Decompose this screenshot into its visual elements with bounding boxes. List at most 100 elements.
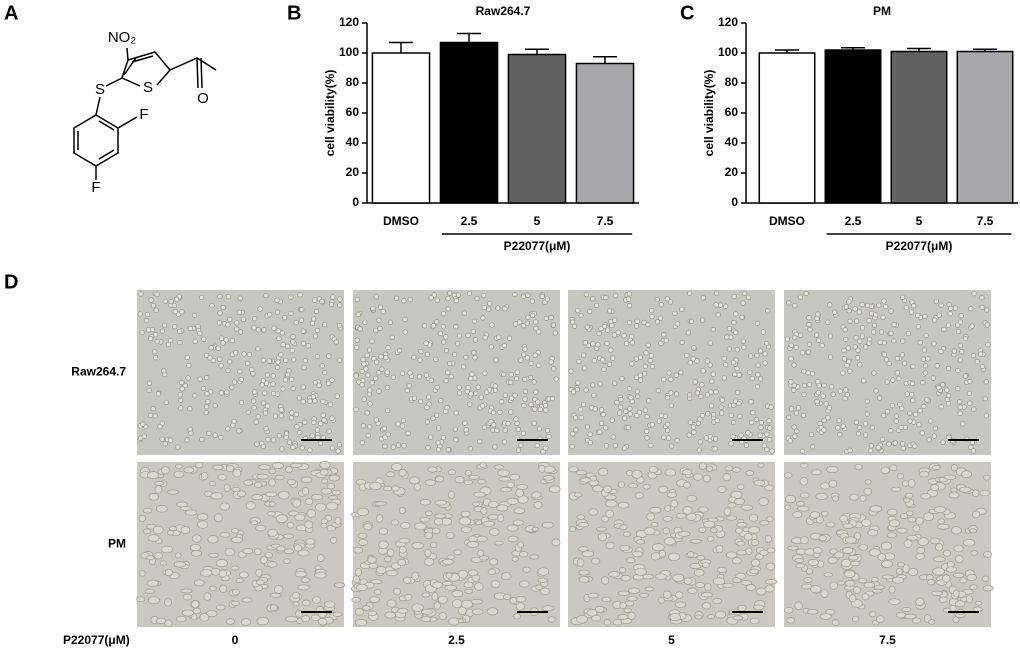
bar	[439, 41, 499, 204]
cell	[856, 309, 863, 315]
cell	[936, 384, 942, 391]
cell	[420, 616, 432, 622]
cell	[766, 516, 774, 522]
cell	[721, 355, 727, 362]
cell	[515, 447, 522, 453]
cell	[862, 432, 869, 438]
cell	[261, 390, 268, 396]
cell	[369, 481, 382, 491]
cell	[735, 527, 743, 534]
cell	[457, 569, 468, 579]
cell	[827, 333, 834, 339]
atom-label: O	[197, 90, 209, 107]
cell	[596, 330, 602, 337]
cell	[191, 534, 202, 543]
cell	[857, 338, 863, 344]
cell	[699, 413, 706, 419]
column-label: 5	[668, 633, 675, 647]
cell	[326, 483, 336, 490]
cell	[591, 358, 597, 364]
x-tick-label: DMSO	[769, 214, 805, 228]
cell	[907, 418, 913, 424]
cell	[260, 357, 267, 363]
cell	[237, 369, 243, 375]
cell	[173, 296, 180, 302]
cell	[917, 340, 923, 346]
cell	[252, 316, 258, 322]
cell	[492, 444, 498, 450]
cell	[539, 587, 551, 596]
cell	[881, 351, 888, 357]
cell	[506, 497, 519, 505]
cell	[326, 428, 332, 434]
atom-label: F	[91, 179, 100, 196]
cell	[788, 356, 794, 362]
cell	[649, 421, 655, 428]
cell	[551, 538, 561, 547]
cell	[612, 292, 619, 299]
cell	[713, 302, 719, 308]
cell	[685, 330, 691, 336]
cell	[603, 443, 610, 449]
cell	[367, 401, 373, 407]
cell	[899, 405, 905, 412]
cell	[550, 366, 557, 372]
cell	[390, 463, 403, 471]
cell	[647, 357, 653, 364]
cell	[328, 474, 340, 482]
cell	[648, 353, 655, 359]
cell	[432, 581, 443, 589]
cell	[896, 527, 908, 534]
cell	[900, 513, 908, 520]
cell	[821, 382, 827, 388]
cell	[634, 388, 640, 395]
cell	[224, 389, 230, 395]
cell	[230, 600, 241, 606]
cell	[448, 373, 454, 380]
cell	[254, 548, 262, 556]
cell	[984, 322, 990, 328]
cell	[384, 369, 390, 375]
x-label: P22077(μM)	[63, 633, 130, 647]
cell	[754, 352, 760, 359]
y-tick-label: 120	[718, 15, 738, 29]
cell	[282, 314, 288, 321]
cell	[933, 556, 946, 563]
cell	[295, 609, 303, 618]
cell	[738, 432, 744, 438]
cell	[645, 321, 651, 328]
cell	[361, 361, 367, 367]
cell	[808, 431, 815, 438]
cell	[430, 415, 436, 421]
cell	[618, 396, 624, 403]
x-group-label: P22077(μM)	[504, 239, 571, 253]
cell	[698, 462, 707, 470]
cell	[463, 427, 469, 433]
cell	[876, 302, 882, 308]
cell	[757, 462, 765, 468]
cell	[260, 556, 268, 564]
cell	[369, 338, 375, 344]
cell	[662, 527, 671, 535]
cell	[617, 501, 630, 509]
cell	[705, 465, 714, 472]
cell	[411, 603, 424, 612]
cell	[233, 350, 239, 356]
cell	[765, 308, 771, 314]
cell	[921, 403, 927, 409]
cell	[138, 570, 146, 577]
cell	[753, 479, 766, 486]
cell	[276, 335, 282, 342]
cell	[446, 290, 453, 296]
bar	[371, 52, 431, 204]
cell	[324, 600, 336, 608]
cell	[513, 507, 526, 514]
cell	[665, 435, 672, 441]
cell	[219, 584, 228, 594]
cell	[376, 388, 382, 394]
cell	[466, 290, 473, 297]
cell	[274, 364, 281, 371]
cell	[461, 310, 467, 316]
cell	[868, 548, 881, 557]
cell	[957, 399, 963, 405]
